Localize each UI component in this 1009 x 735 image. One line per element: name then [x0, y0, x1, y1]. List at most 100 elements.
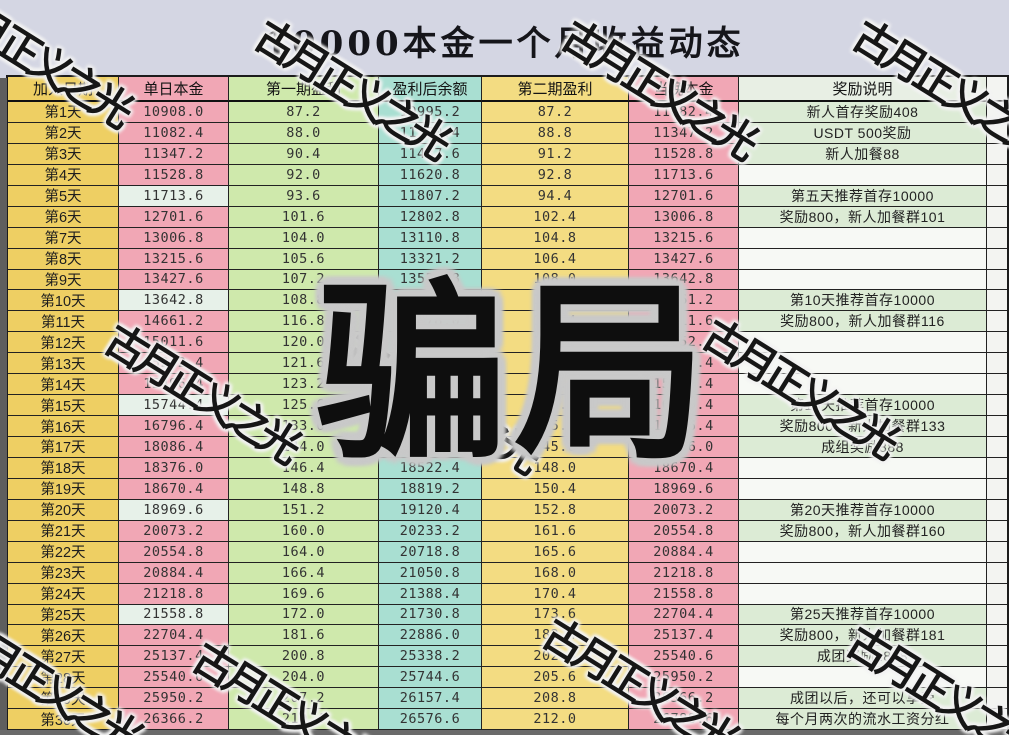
- cell-reward: [739, 227, 987, 249]
- cell-day: 第29天: [8, 688, 119, 710]
- cell-night: 26788.6: [629, 709, 739, 731]
- cell-reward: USDT 500奖励: [739, 122, 987, 144]
- cell-cut: [987, 688, 1007, 710]
- cell-principal: 11528.8: [119, 164, 229, 186]
- cell-reward: [739, 667, 987, 689]
- cell-cut: [987, 709, 1007, 731]
- cell-principal: 12701.6: [119, 206, 229, 228]
- cell-day: 第30天: [8, 709, 119, 731]
- cell-cut: [987, 248, 1007, 270]
- cell-cut: [987, 102, 1007, 123]
- cell-day: 第7天: [8, 227, 119, 249]
- cell-balance: 11437.6: [379, 143, 482, 165]
- cell-profit1: 172.0: [229, 604, 379, 626]
- cell-night: 11082.4: [629, 102, 739, 123]
- cell-reward: [739, 478, 987, 500]
- cell-balance: 18230.4: [379, 437, 482, 458]
- cell-night: 20073.2: [629, 499, 739, 521]
- header-3: 盈利后余额: [379, 77, 482, 102]
- cell-principal: 25950.2: [119, 688, 229, 710]
- cell-profit1: 108.8: [229, 290, 379, 312]
- cell-cut: [987, 164, 1007, 186]
- cell-cut: [987, 562, 1007, 584]
- cell-balance: 16930.0: [379, 416, 482, 437]
- cell-reward: 奖励800，新人加餐群181: [739, 625, 987, 647]
- cell-profit1: 123.2: [229, 374, 379, 396]
- cell-day: 第22天: [8, 541, 119, 563]
- cell-profit2: 212.0: [482, 709, 629, 731]
- cell-reward: 新人首存奖励408: [739, 102, 987, 123]
- cell-principal: 15496.4: [119, 374, 229, 396]
- header-6: 奖励说明: [739, 77, 987, 102]
- cell-balance: 26157.4: [379, 688, 482, 710]
- cell-principal: 20884.4: [119, 562, 229, 584]
- cell-cut: [987, 646, 1007, 668]
- cell-day: 第19天: [8, 478, 119, 500]
- cell-balance: 25338.2: [379, 646, 482, 668]
- cell-day: 第12天: [8, 332, 119, 354]
- cell-profit2: 122.4: [482, 353, 629, 375]
- cell-reward: [739, 457, 987, 479]
- cell-principal: 13427.6: [119, 269, 229, 291]
- cell-profit1: 169.6: [229, 583, 379, 605]
- cell-principal: 18969.6: [119, 499, 229, 521]
- cell-balance: 12802.8: [379, 206, 482, 228]
- cell-day: 第21天: [8, 520, 119, 542]
- cell-profit2: 109.6: [482, 290, 629, 312]
- cell-profit2: 182.4: [482, 625, 629, 647]
- cell-balance: 20233.2: [379, 520, 482, 542]
- cell-balance: 20718.8: [379, 541, 482, 563]
- cell-profit1: 210.4: [229, 709, 379, 731]
- cell-principal: 11082.4: [119, 122, 229, 144]
- cell-cut: [987, 122, 1007, 144]
- cell-profit1: 207.2: [229, 688, 379, 710]
- cell-day: 第17天: [8, 437, 119, 458]
- cell-cut: [987, 437, 1007, 458]
- cell-balance: 15619.6: [379, 374, 482, 396]
- cell-night: 11347.2: [629, 122, 739, 144]
- cell-principal: 22704.4: [119, 625, 229, 647]
- cell-profit1: 144.0: [229, 437, 379, 458]
- cell-profit1: 90.4: [229, 143, 379, 165]
- cell-principal: 21558.8: [119, 604, 229, 626]
- cell-principal: 18376.0: [119, 457, 229, 479]
- cell-night: 18086.4: [629, 416, 739, 437]
- cell-profit1: 125.6: [229, 395, 379, 417]
- cell-balance: 11620.8: [379, 164, 482, 186]
- cell-profit2: 145.6: [482, 437, 629, 458]
- header-0: 加入日期: [8, 77, 119, 102]
- cell-day: 第20天: [8, 499, 119, 521]
- cell-balance: 19120.4: [379, 499, 482, 521]
- cell-profit1: 93.6: [229, 185, 379, 207]
- cell-profit2: 108.0: [482, 269, 629, 291]
- cell-reward: [739, 164, 987, 186]
- cell-profit2: 208.8: [482, 688, 629, 710]
- cell-profit2: 106.4: [482, 248, 629, 270]
- cell-profit2: 168.0: [482, 562, 629, 584]
- cell-day: 第23天: [8, 562, 119, 584]
- cell-cut: [987, 667, 1007, 689]
- cell-profit1: 200.8: [229, 646, 379, 668]
- cell-cut: [987, 416, 1007, 437]
- cell-night: 20884.4: [629, 541, 739, 563]
- cell-profit1: 116.8: [229, 311, 379, 333]
- cell-cut: [987, 457, 1007, 479]
- cell-day: 第11天: [8, 311, 119, 333]
- cell-profit2: 120.8: [482, 332, 629, 354]
- cell-reward: 第25天推荐首存10000: [739, 604, 987, 626]
- cell-reward: 每个月两次的流水工资分红: [739, 709, 987, 731]
- cell-night: 21218.8: [629, 562, 739, 584]
- cell-profit1: 160.0: [229, 520, 379, 542]
- cell-profit2: 104.8: [482, 227, 629, 249]
- cell-cut: [987, 583, 1007, 605]
- cell-day: 第5天: [8, 185, 119, 207]
- cell-night: 25137.4: [629, 625, 739, 647]
- cell-day: 第25天: [8, 604, 119, 626]
- cell-profit1: 164.0: [229, 541, 379, 563]
- cell-night: 25950.2: [629, 667, 739, 689]
- cell-day: 第18天: [8, 457, 119, 479]
- header-4: 第二期盈利: [482, 77, 629, 102]
- cell-principal: 16796.4: [119, 416, 229, 437]
- cell-night: 26366.2: [629, 688, 739, 710]
- cell-balance: 13751.6: [379, 290, 482, 312]
